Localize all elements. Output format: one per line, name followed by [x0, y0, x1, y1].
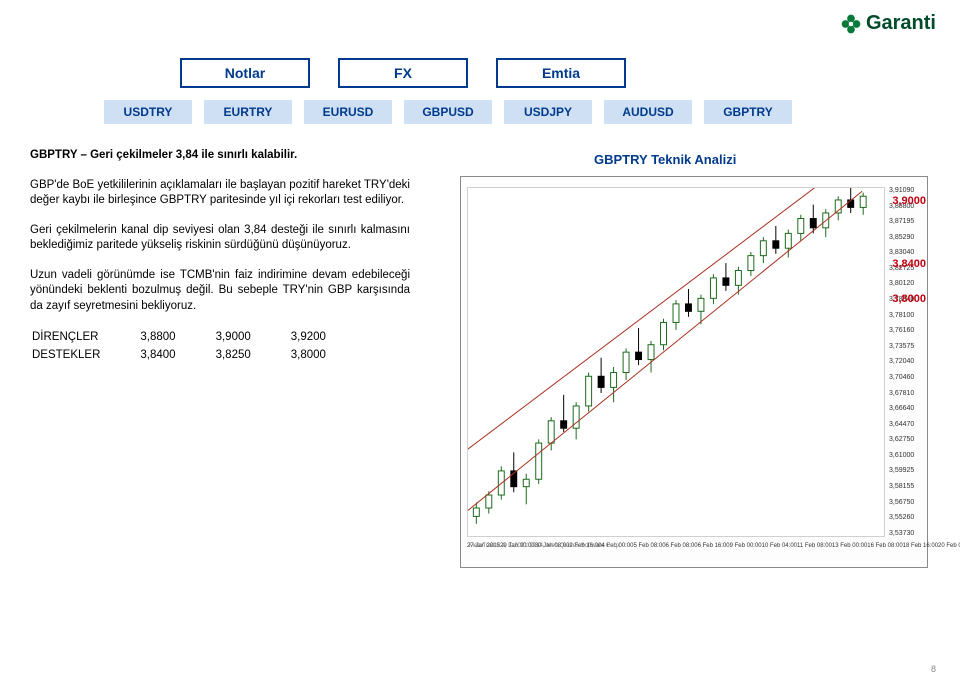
- direnc-2: 3,9000: [216, 330, 289, 346]
- chart-y-axis: 3,910903,888003,871953,852903,830403,827…: [887, 187, 925, 537]
- y-tick-label: 3,53730: [889, 530, 925, 537]
- x-tick-label: 20 Feb 00:00: [938, 543, 960, 549]
- destek-3: 3,8000: [291, 348, 364, 364]
- y-tick-label: 3,64470: [889, 421, 925, 428]
- x-tick-label: 10 Feb 04:00: [762, 543, 797, 549]
- y-tick-label: 3,56750: [889, 499, 925, 506]
- subtab-eurtry[interactable]: EURTRY: [204, 100, 292, 124]
- subtab-audusd[interactable]: AUDUSD: [604, 100, 692, 124]
- paragraph-3: Uzun vadeli görünümde ise TCMB'nin faiz …: [30, 268, 410, 315]
- y-tick-label: 3,61000: [889, 452, 925, 459]
- paragraph-1: GBP'de BoE yetkililerinin açıklamaları i…: [30, 178, 410, 209]
- page-number: 8: [931, 664, 936, 674]
- top-tabs: Notlar FX Emtia: [180, 58, 626, 88]
- y-tick-label: 3,87195: [889, 218, 925, 225]
- subtab-usdtry[interactable]: USDTRY: [104, 100, 192, 124]
- tab-emtia[interactable]: Emtia: [496, 58, 626, 88]
- levels-table: DİRENÇLER 3,8800 3,9000 3,9200 DESTEKLER…: [30, 328, 366, 365]
- y-tick-label: 3,58155: [889, 483, 925, 490]
- subtab-usdjpy[interactable]: USDJPY: [504, 100, 592, 124]
- subtab-gbpusd[interactable]: GBPUSD: [404, 100, 492, 124]
- direnc-1: 3,8800: [140, 330, 213, 346]
- table-row: DİRENÇLER 3,8800 3,9000 3,9200: [32, 330, 364, 346]
- y-tick-label: 3,67810: [889, 390, 925, 397]
- y-tick-label: 3,80120: [889, 280, 925, 287]
- brand-name: Garanti: [866, 12, 936, 35]
- y-tick-label: 3,72040: [889, 358, 925, 365]
- price-chart: 3,910903,888003,871953,852903,830403,827…: [460, 176, 928, 568]
- destek-1: 3,8400: [140, 348, 213, 364]
- y-tick-label: 3,59925: [889, 467, 925, 474]
- y-tick-label: 3,66640: [889, 405, 925, 412]
- direnc-3: 3,9200: [291, 330, 364, 346]
- analysis-text: GBPTRY – Geri çekilmeler 3,84 ile sınırl…: [30, 148, 410, 365]
- x-tick-label: 9 Feb 00:00: [730, 543, 762, 549]
- x-tick-label: 16 Feb 08:00: [867, 543, 902, 549]
- level-annotation: 3,8400: [891, 258, 927, 270]
- y-tick-label: 3,62750: [889, 436, 925, 443]
- tab-notlar[interactable]: Notlar: [180, 58, 310, 88]
- x-tick-label: 11 Feb 08:00: [797, 543, 832, 549]
- chart-title: GBPTRY Teknik Analizi: [594, 152, 736, 167]
- clover-icon: [840, 13, 862, 35]
- destek-label: DESTEKLER: [32, 348, 138, 364]
- brand-logo: Garanti: [840, 12, 936, 35]
- y-tick-label: 3,73575: [889, 343, 925, 350]
- y-tick-label: 3,78100: [889, 312, 925, 319]
- x-tick-label: 6 Feb 08:00: [666, 543, 698, 549]
- section-heading: GBPTRY – Geri çekilmeler 3,84 ile sınırl…: [30, 148, 410, 164]
- table-row: DESTEKLER 3,8400 3,8250 3,8000: [32, 348, 364, 364]
- x-tick-label: 5 Feb 08:00: [634, 543, 666, 549]
- x-tick-label: 6 Feb 16:00: [698, 543, 730, 549]
- y-tick-label: 3,70460: [889, 374, 925, 381]
- destek-2: 3,8250: [216, 348, 289, 364]
- tab-fx[interactable]: FX: [338, 58, 468, 88]
- level-annotation: 3,8000: [891, 293, 927, 305]
- candlestick-series: [468, 188, 884, 535]
- y-tick-label: 3,76160: [889, 327, 925, 334]
- y-tick-label: 3,55260: [889, 514, 925, 521]
- y-tick-label: 3,83040: [889, 249, 925, 256]
- direnc-label: DİRENÇLER: [32, 330, 138, 346]
- chart-credit: MetaTrader 4, © 2001-2014, MetaQuotes So…: [469, 543, 621, 549]
- x-tick-label: 13 Feb 00:00: [832, 543, 867, 549]
- subtab-gbptry[interactable]: GBPTRY: [704, 100, 792, 124]
- chart-plot-area: [467, 187, 885, 537]
- x-tick-label: 18 Feb 16:00: [903, 543, 938, 549]
- subtab-eurusd[interactable]: EURUSD: [304, 100, 392, 124]
- sub-tabs: USDTRY EURTRY EURUSD GBPUSD USDJPY AUDUS…: [104, 100, 792, 124]
- y-tick-label: 3,85290: [889, 234, 925, 241]
- paragraph-2: Geri çekilmelerin kanal dip seviyesi ola…: [30, 223, 410, 254]
- level-annotation: 3,9000: [891, 195, 927, 207]
- y-tick-label: 3,91090: [889, 187, 925, 194]
